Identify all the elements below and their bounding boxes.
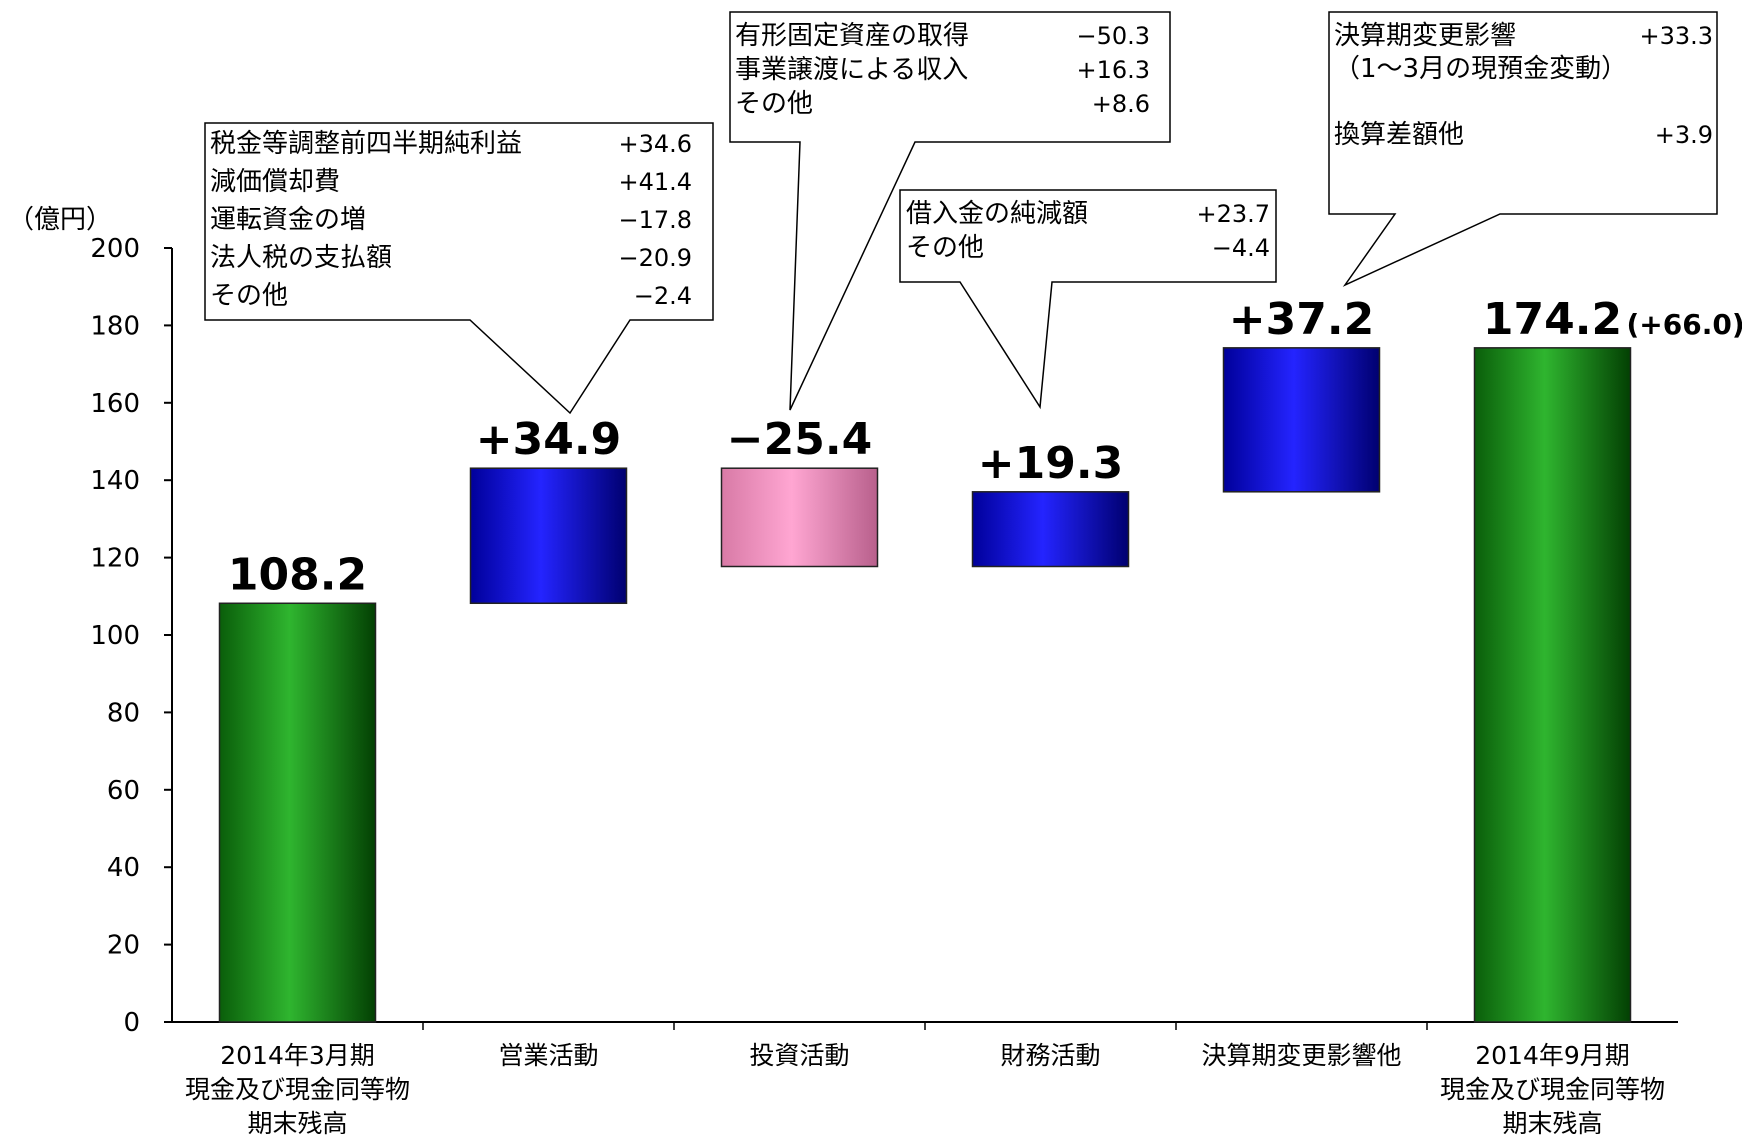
callout-item-name: 有形固定資産の取得 — [735, 21, 969, 51]
bar-increase — [1222, 347, 1381, 493]
callout-item-value: +41.4 — [618, 168, 692, 196]
category-label: 財務活動 — [1000, 1041, 1100, 1070]
data-label: +34.9 — [476, 414, 621, 465]
callout: 有形固定資産の取得 −50.3 事業譲渡による収入 +16.3 その他 +8.6 — [729, 11, 1171, 411]
callout-item-value: +23.7 — [1196, 200, 1270, 228]
y-tick-label: 100 — [90, 621, 140, 651]
bar-increase — [971, 491, 1130, 568]
callout-box — [1328, 11, 1718, 287]
callout-box — [729, 11, 1171, 411]
axes: 0 20 40 60 80 100 120 140 160 180 200 2014年3月期現金及び現… — [90, 234, 1678, 1138]
callout-item-name: 決算期変更影響 — [1334, 21, 1516, 51]
category-label: 現金及び現金同等物 — [1440, 1075, 1665, 1104]
bar-total — [1473, 347, 1632, 1023]
callouts: 税金等調整前四半期純利益 +34.6 減価償却費 +41.4 運転資金の増 −17.8 法人… — [204, 11, 1718, 415]
callout-item-name: その他 — [210, 281, 288, 311]
bar-increase — [469, 467, 628, 605]
bar-total — [218, 602, 377, 1023]
callout-item-value: +33.3 — [1639, 22, 1713, 50]
category-label: 2014年3月期 — [220, 1041, 375, 1070]
category-label: 2014年9月期 — [1475, 1041, 1630, 1070]
callout: 借入金の純減額 +23.7 その他 −4.4 — [899, 189, 1277, 410]
callout-item-name: 税金等調整前四半期純利益 — [210, 129, 522, 159]
callout-item-value: −4.4 — [1212, 234, 1270, 262]
y-tick-label: 120 — [90, 544, 140, 574]
y-tick-label: 80 — [107, 698, 140, 728]
category-label: 投資活動 — [749, 1041, 849, 1070]
bars: 108.2 +34.9 −25.4 +19.3 +37.2 174.2 (+66.0) — [218, 294, 1742, 1023]
y-tick-label: 40 — [107, 853, 140, 883]
callout-item-name: 借入金の純減額 — [906, 199, 1088, 229]
data-label: 108.2 — [228, 549, 367, 600]
category-label: 決算期変更影響他 — [1201, 1041, 1401, 1070]
callout-box — [204, 122, 714, 415]
y-tick-label: 20 — [107, 931, 140, 961]
callout-item-name: 運転資金の増 — [210, 205, 366, 235]
callout: 決算期変更影響 +33.3 （1〜3月の現預金変動） 換算差額他 +3.9 — [1328, 11, 1718, 287]
category-label: 現金及び現金同等物 — [185, 1075, 410, 1104]
callout-item-name: 減価償却費 — [210, 167, 340, 197]
callout-item-name: （1〜3月の現預金変動） — [1334, 54, 1627, 84]
category-label: 期末残高 — [247, 1109, 347, 1138]
callout-item-value: −2.4 — [634, 282, 692, 310]
y-tick-label: 60 — [107, 776, 140, 806]
y-tick-label: 140 — [90, 466, 140, 496]
callout-item-value: −17.8 — [618, 206, 692, 234]
callout-item-value: +16.3 — [1076, 56, 1150, 84]
category-label: 営業活動 — [498, 1041, 598, 1070]
callout-item-name: 事業譲渡による収入 — [735, 55, 968, 85]
callout: 税金等調整前四半期純利益 +34.6 減価償却費 +41.4 運転資金の増 −17.8 法人… — [204, 122, 714, 415]
y-axis-unit-label: （億円） — [8, 205, 112, 235]
bar-decrease — [720, 467, 879, 568]
callout-item-name: その他 — [906, 233, 984, 263]
callout-box — [899, 189, 1277, 410]
y-tick-label: 0 — [123, 1008, 140, 1038]
callout-item-value: +8.6 — [1092, 90, 1150, 118]
data-label: +19.3 — [978, 438, 1123, 489]
callout-item-value: −20.9 — [618, 244, 692, 272]
callout-item-name: その他 — [735, 89, 813, 119]
data-label: −25.4 — [727, 414, 872, 465]
data-label-extra: (+66.0) — [1627, 308, 1742, 341]
callout-item-value: +3.9 — [1655, 121, 1713, 149]
callout-item-value: +34.6 — [618, 130, 692, 158]
y-tick-label: 200 — [90, 234, 140, 264]
callout-item-name: 法人税の支払額 — [210, 243, 392, 273]
data-label: +37.2 — [1229, 294, 1374, 345]
y-tick-label: 180 — [90, 311, 140, 341]
category-label: 期末残高 — [1502, 1109, 1602, 1138]
callout-item-name: 換算差額他 — [1334, 120, 1464, 150]
callout-item-value: −50.3 — [1076, 22, 1150, 50]
data-label: 174.2 — [1483, 294, 1622, 345]
y-tick-label: 160 — [90, 389, 140, 419]
